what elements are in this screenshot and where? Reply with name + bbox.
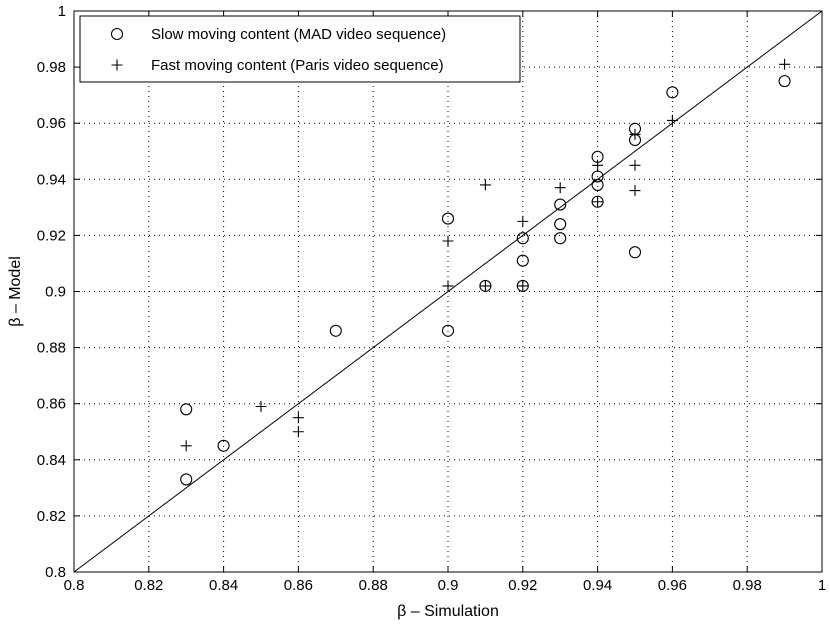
plus-point [666, 114, 678, 126]
y-tick-label: 0.94 [37, 171, 66, 188]
plus-point [629, 128, 641, 140]
plus-point [517, 280, 529, 292]
circle-point [516, 232, 529, 245]
x-tick-label: 0.86 [284, 577, 313, 594]
x-tick-label: 1 [818, 577, 826, 594]
y-tick-label: 0.88 [37, 340, 66, 357]
plus-point [779, 58, 791, 70]
circle-point [441, 324, 455, 337]
circle-point [778, 75, 791, 88]
plus-point [592, 159, 604, 171]
x-tick-label: 0.9 [438, 577, 459, 594]
plus-point [629, 185, 641, 197]
plus-point [442, 235, 454, 247]
circle-point [554, 218, 567, 231]
plus-point [629, 159, 641, 171]
y-axis-title: β – Model [7, 256, 24, 327]
legend-label: Slow moving content (MAD video sequence) [151, 26, 446, 43]
plus-point [554, 182, 566, 194]
series-fast-moving [180, 58, 791, 452]
x-tick-label: 0.84 [209, 577, 238, 594]
plus-point [292, 412, 304, 424]
y-tick-label: 0.96 [37, 115, 66, 132]
data-points [180, 58, 791, 486]
reference-line [73, 10, 823, 573]
circle-point [217, 439, 230, 452]
circle-point [516, 254, 529, 267]
circle-point [554, 232, 567, 245]
circle-point [554, 198, 567, 211]
plus-point [517, 215, 529, 227]
x-axis-title: β – Simulation [397, 603, 499, 620]
circle-point [180, 473, 193, 486]
x-tick-label: 0.8 [64, 577, 85, 594]
legend-marker [110, 27, 124, 41]
y-tick-label: 0.84 [37, 452, 66, 469]
circle-point [591, 170, 604, 183]
circle-point [441, 212, 455, 225]
plus-point [180, 440, 192, 452]
plus-point [255, 401, 267, 413]
x-tick-label: 0.88 [359, 577, 388, 594]
plus-point [592, 196, 604, 208]
y-tick-label: 0.8 [45, 564, 66, 581]
legend-box [79, 15, 521, 83]
legend: Slow moving content (MAD video sequence)… [79, 15, 521, 83]
x-tick-label: 0.82 [134, 577, 163, 594]
x-tick-label: 0.94 [583, 577, 612, 594]
y-tick-label: 0.82 [37, 508, 66, 525]
circle-point [591, 178, 604, 191]
x-tick-label: 0.92 [508, 577, 537, 594]
y-tick-label: 0.98 [37, 59, 66, 76]
x-tick-label: 0.98 [733, 577, 762, 594]
plus-point [442, 280, 454, 292]
y-tick-label: 0.9 [45, 284, 66, 301]
y-tick-label: 0.86 [37, 396, 66, 413]
x-tick-label: 0.96 [658, 577, 687, 594]
circle-point [180, 403, 193, 416]
legend-marker [111, 59, 123, 71]
circle-point [628, 246, 642, 259]
plus-point [292, 426, 304, 438]
plus-point [479, 280, 491, 292]
y-tick-label: 0.92 [37, 227, 66, 244]
axis-ticks: 0.8 0.82 0.84 0.86 0.88 0.9 0.92 0.94 0.96 0.98 1 0… [37, 3, 826, 594]
legend-label: Fast moving content (Paris video sequenc… [151, 57, 444, 74]
circle-point [666, 86, 679, 99]
plus-point [479, 179, 491, 191]
y-tick-label: 1 [58, 3, 66, 20]
circle-point [329, 324, 342, 337]
reference-line-layer [73, 10, 823, 573]
